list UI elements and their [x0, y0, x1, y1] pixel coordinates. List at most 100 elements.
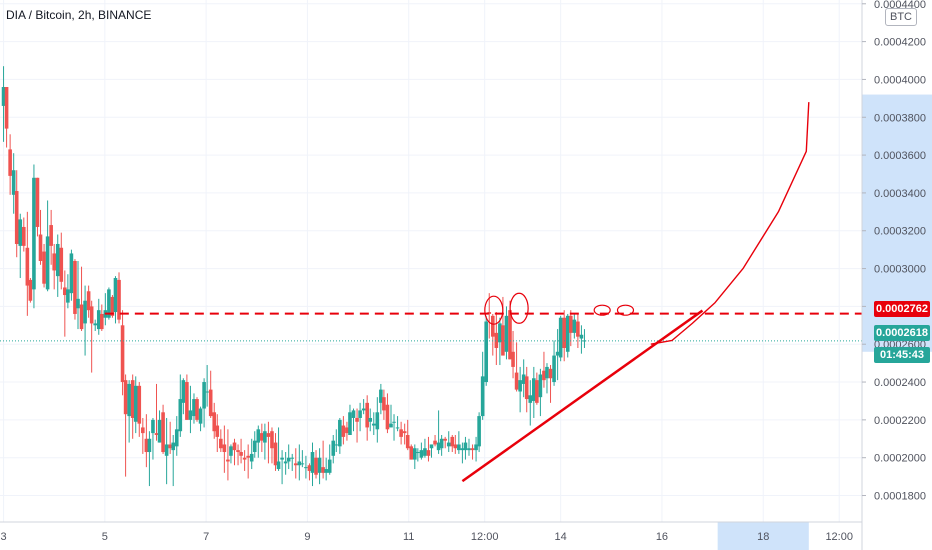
candle-body: [276, 461, 281, 470]
candle-body: [341, 425, 346, 437]
candle-body: [151, 419, 155, 434]
candle-body: [280, 457, 284, 460]
candle-body: [263, 431, 267, 443]
candle-body: [229, 446, 233, 456]
candle-body: [286, 457, 291, 462]
candle-body: [572, 319, 577, 333]
candle-body: [99, 313, 104, 330]
candle-body: [324, 469, 328, 473]
candle-body: [576, 321, 580, 337]
candle-body: [348, 412, 352, 435]
candle-body: [93, 323, 98, 326]
candle-body: [192, 399, 196, 417]
last-price-label: 0.0002618: [874, 325, 930, 341]
time-tick-label: 16: [656, 531, 668, 543]
drawings: [0, 102, 862, 483]
resistance-price-label: 0.0002762: [874, 301, 930, 317]
candle-body: [443, 438, 447, 441]
candle-body: [314, 457, 318, 475]
candle-body: [133, 385, 138, 422]
candle-body: [508, 310, 512, 360]
candle-body: [55, 243, 60, 277]
candle-body: [382, 397, 386, 411]
candle-body: [59, 247, 64, 282]
time-tick-label: 12:00: [825, 531, 853, 543]
candle-body: [579, 334, 584, 339]
candle-body: [474, 444, 478, 451]
candle-body: [385, 404, 390, 430]
candle-body: [412, 448, 417, 460]
candle-body: [83, 300, 87, 324]
candle-body: [168, 444, 172, 449]
candle-body: [188, 410, 193, 420]
candle-body: [266, 433, 271, 437]
price-tick-label: 0.0002000: [874, 453, 926, 465]
price-tick-label: 0.0003800: [874, 112, 926, 124]
candle-body: [310, 452, 315, 473]
candle-body: [69, 253, 74, 294]
currency-button[interactable]: BTC: [885, 8, 917, 26]
price-tick-label: 0.0003000: [874, 264, 926, 276]
candle-body: [514, 372, 519, 390]
candle-body: [22, 226, 26, 246]
candle-body: [32, 177, 36, 290]
candle-body: [11, 170, 16, 195]
candle-body: [8, 149, 12, 176]
peak-circle: [616, 304, 635, 316]
candle-body: [463, 442, 468, 451]
candle-body: [487, 312, 492, 314]
candle-body: [562, 317, 566, 348]
candle-body: [226, 459, 230, 462]
candle-body: [127, 383, 131, 417]
candle-body: [518, 380, 522, 392]
candle-body: [446, 442, 451, 447]
candle-body: [45, 236, 50, 290]
candle-body: [110, 296, 115, 316]
candle-body: [144, 438, 149, 453]
candle-body: [181, 380, 186, 403]
candle-body: [494, 332, 499, 348]
candle-body: [157, 419, 162, 443]
candle-body: [117, 279, 121, 320]
chart-title: DIA / Bitcoin, 2h, BINANCE: [6, 8, 152, 22]
candle-body: [436, 442, 441, 451]
candle-body: [490, 315, 495, 337]
candle-body: [123, 380, 128, 415]
candle-body: [273, 442, 278, 466]
candle-body: [419, 450, 424, 458]
candle-body: [18, 219, 23, 246]
candle-body: [96, 310, 101, 330]
candle-body: [185, 382, 189, 420]
trend-line: [461, 309, 704, 483]
candle-body: [73, 261, 77, 314]
candle-body: [246, 455, 250, 458]
candle-body: [426, 450, 431, 456]
candle-body: [405, 435, 410, 449]
candle-body: [49, 225, 53, 246]
candle-body: [164, 444, 169, 456]
candle-body: [297, 461, 302, 466]
candle-body: [42, 251, 46, 284]
candle-body: [535, 380, 539, 403]
candle-body: [504, 315, 509, 352]
candle-body: [423, 448, 427, 456]
candle-body: [565, 315, 570, 352]
candle-body: [239, 452, 243, 456]
candle-body: [219, 438, 223, 449]
candle-body: [222, 444, 227, 453]
candle-body: [76, 298, 80, 309]
grid: [0, 0, 862, 522]
candle-body: [368, 417, 373, 422]
candle-body: [433, 440, 437, 445]
candle-body: [52, 253, 56, 271]
candle-body: [14, 191, 19, 244]
candle-body: [66, 289, 70, 303]
candle-body: [195, 399, 199, 420]
candle-body: [552, 355, 556, 383]
candle-body: [317, 457, 322, 473]
candle-body: [416, 452, 420, 454]
candle-body: [521, 374, 526, 384]
candle-body: [232, 442, 237, 451]
